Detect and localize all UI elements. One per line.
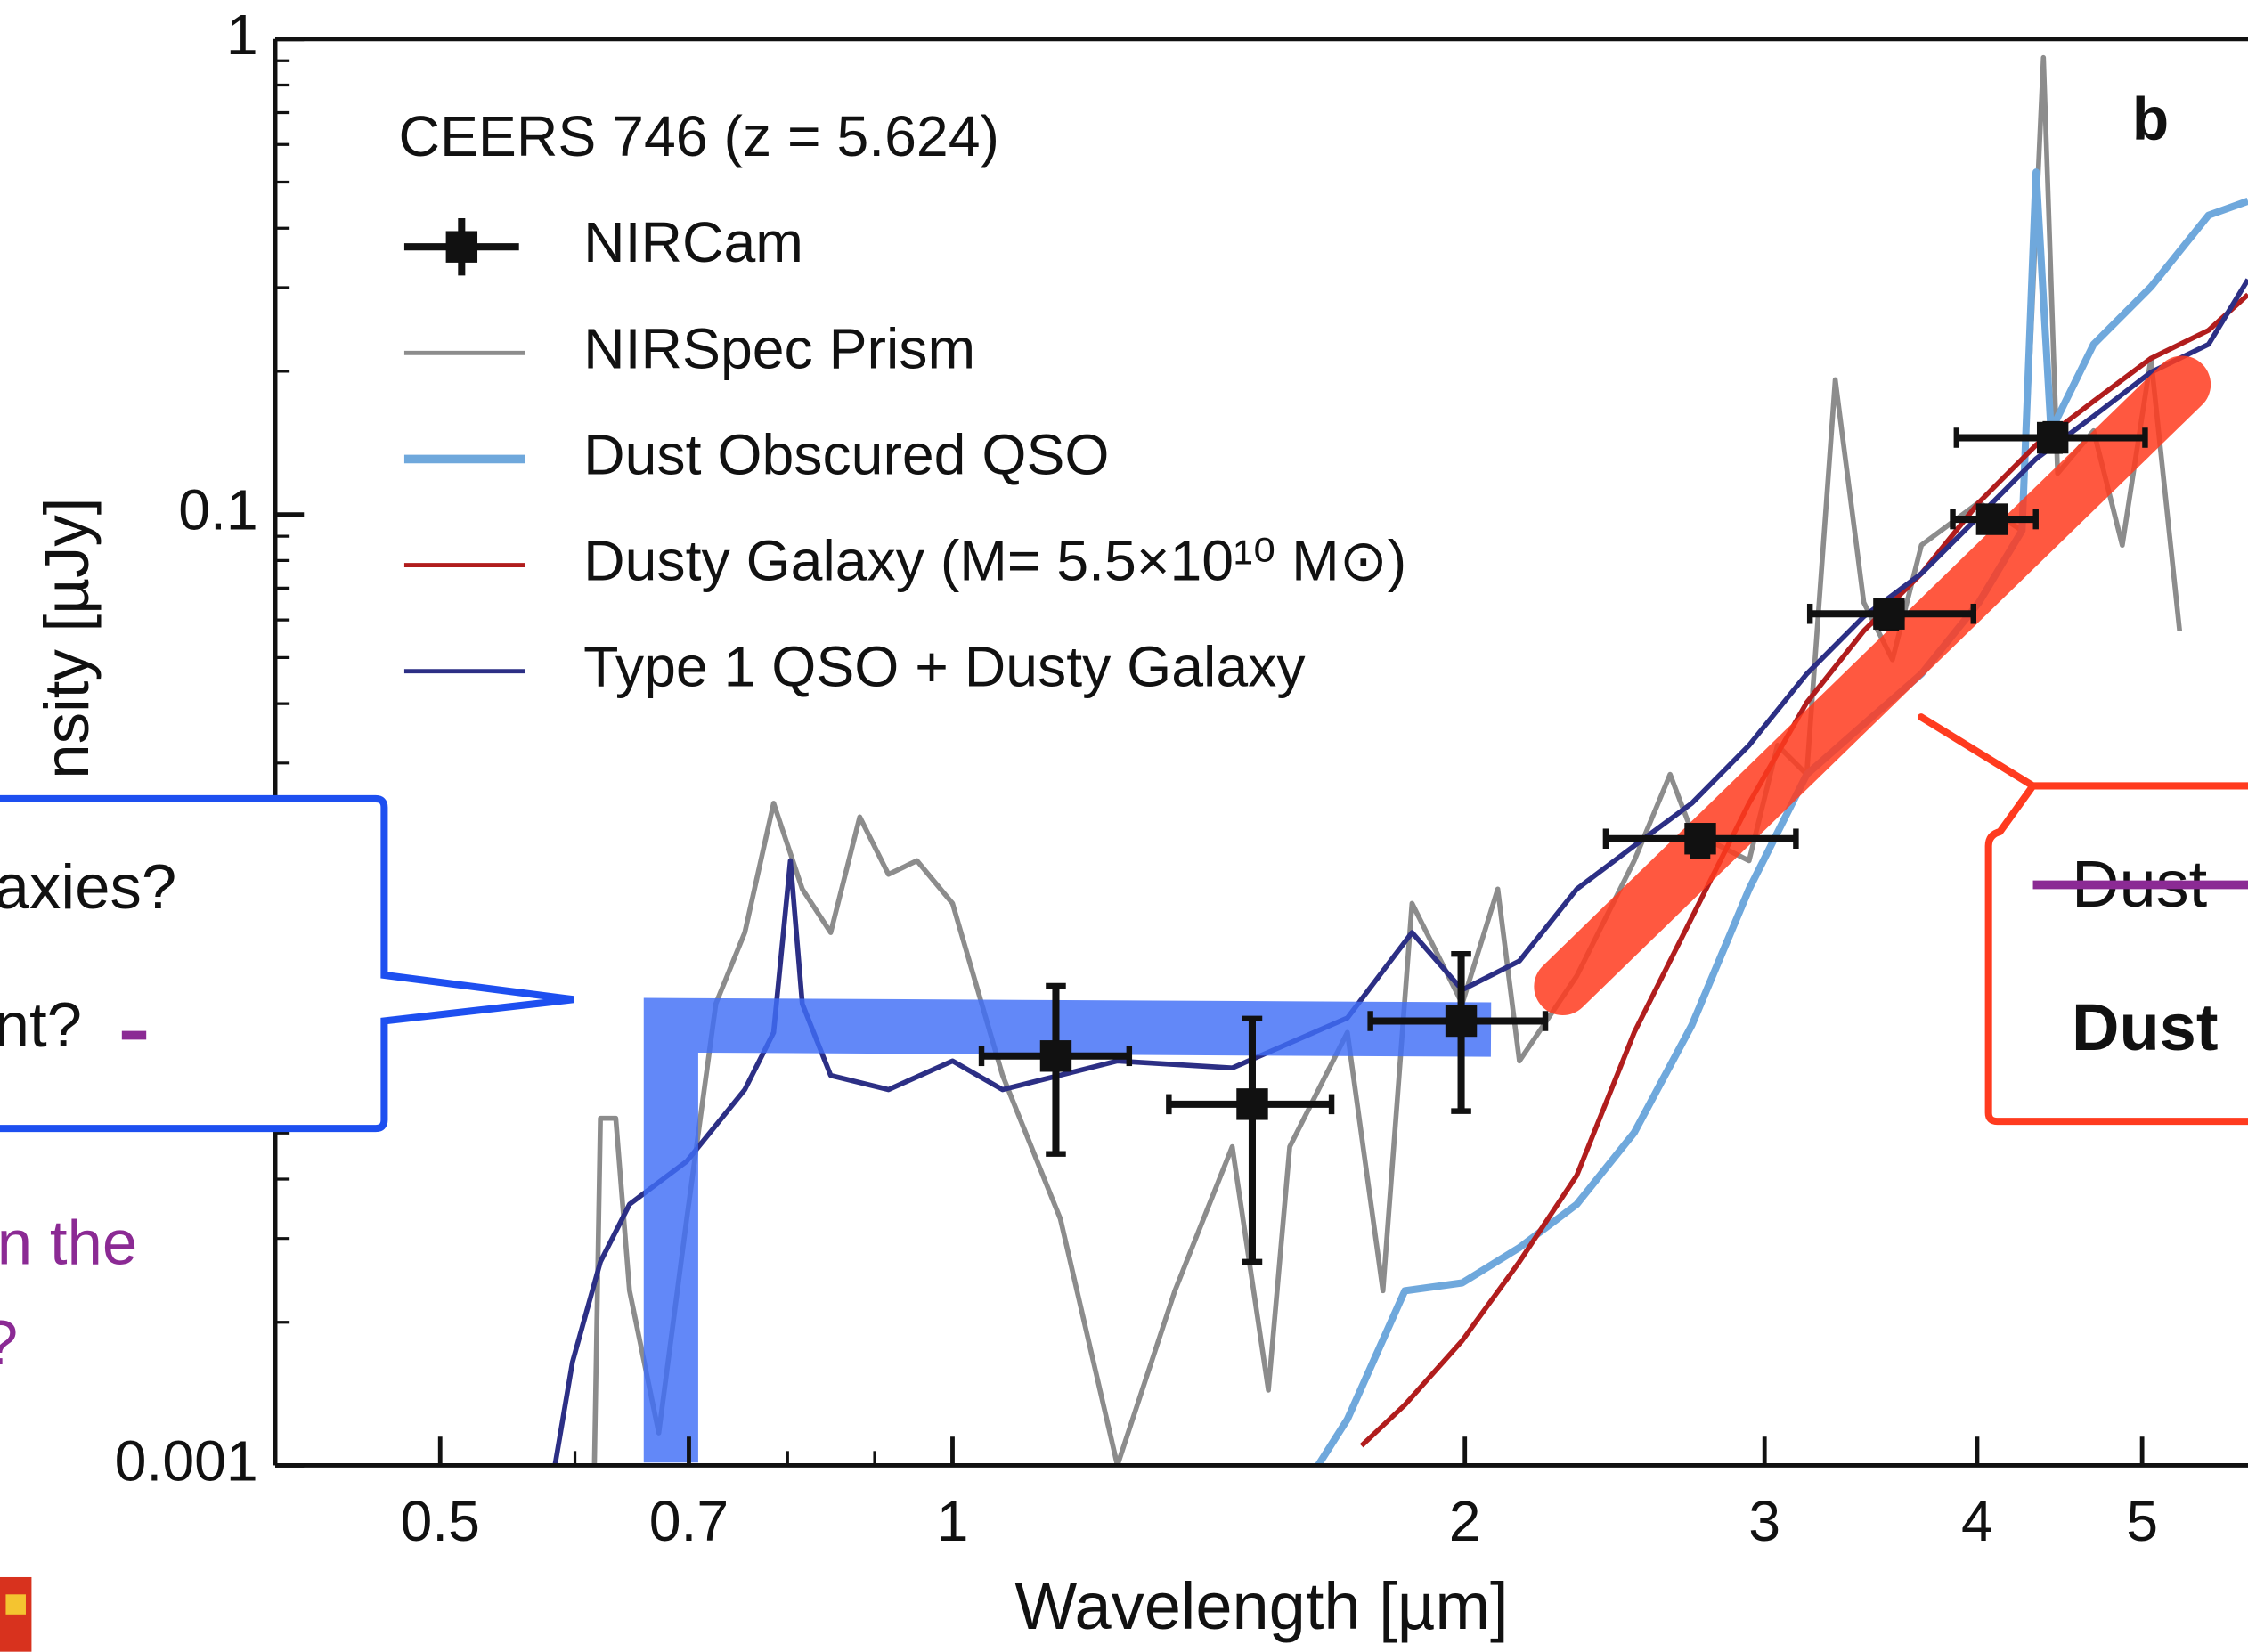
spectra xyxy=(552,54,2248,1466)
blue-highlight xyxy=(643,997,1492,1463)
red-callout xyxy=(1917,713,2248,1126)
x-tick-label: 4 xyxy=(1961,1489,1993,1553)
nircam-points xyxy=(978,420,2148,1265)
x-axis-label: Wavelength [µm] xyxy=(1014,1569,1508,1643)
red-highlight xyxy=(1534,355,2211,1015)
data-point xyxy=(1039,1040,1072,1072)
data-point xyxy=(1236,1088,1268,1120)
spectrum-line xyxy=(591,54,2183,1466)
x-tick-label: 0.5 xyxy=(400,1489,480,1553)
annotation: axies? xyxy=(0,852,176,923)
legend-label: Type 1 QSO + Dusty Galaxy xyxy=(583,635,1306,699)
y-tick-label: 0.001 xyxy=(115,1428,258,1493)
spectrum-line xyxy=(1359,292,2248,1448)
legend: NIRCam NIRSpec Prism Dust Obscured QSO Dust… xyxy=(403,210,1406,699)
legend-label: Dust Obscured QSO xyxy=(583,422,1109,486)
legend-title: CEERS 746 (z = 5.624) xyxy=(398,104,999,168)
blue-callout xyxy=(0,794,574,1133)
y-tick-label: 0.1 xyxy=(178,478,258,542)
annotation: n the xyxy=(0,1208,137,1278)
legend-label: Dusty Galaxy (M= 5.5×10¹⁰ M⊙) xyxy=(583,529,1406,593)
legend-handle xyxy=(445,231,478,263)
y-tick-label: 1 xyxy=(226,3,258,67)
axes xyxy=(273,37,2248,1468)
legend-label: NIRSpec Prism xyxy=(583,316,975,380)
x-tick-label: 0.7 xyxy=(649,1489,729,1553)
data-point xyxy=(1445,1005,1478,1038)
panel-label: b xyxy=(2132,86,2169,153)
annotation: Dust xyxy=(2072,990,2219,1064)
spectrum-line xyxy=(552,278,2248,1466)
legend-label: NIRCam xyxy=(583,210,803,274)
data-point xyxy=(1684,823,1716,855)
highlight-overlay xyxy=(643,355,2211,1463)
data-point xyxy=(1873,598,1905,630)
x-tick-label: 3 xyxy=(1748,1489,1780,1553)
x-tick-label: 2 xyxy=(1449,1489,1481,1553)
x-tick-label: 5 xyxy=(2126,1489,2158,1553)
thumbnail xyxy=(0,1576,32,1652)
annotation: ? xyxy=(0,1308,18,1379)
thumbnail-detail xyxy=(5,1594,26,1615)
data-point xyxy=(1975,503,2008,535)
y-axis-label: nsity [µJy] xyxy=(32,498,102,779)
data-point xyxy=(2036,421,2069,454)
annotation: nt? xyxy=(0,990,82,1061)
x-tick-label: 1 xyxy=(937,1489,969,1553)
